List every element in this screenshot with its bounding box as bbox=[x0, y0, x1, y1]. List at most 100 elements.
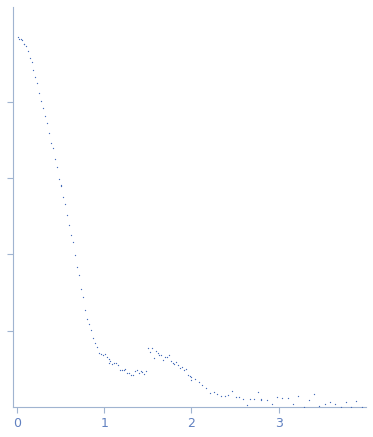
Point bbox=[295, 393, 301, 400]
Point bbox=[134, 367, 140, 374]
Point bbox=[327, 399, 333, 406]
Point bbox=[25, 48, 31, 55]
Point bbox=[306, 396, 312, 403]
Point bbox=[15, 34, 21, 41]
Point bbox=[38, 97, 44, 104]
Point bbox=[132, 368, 138, 375]
Point bbox=[236, 394, 242, 401]
Point bbox=[343, 399, 349, 406]
Point bbox=[117, 366, 123, 373]
Point bbox=[23, 42, 29, 49]
Point bbox=[60, 194, 66, 201]
Point bbox=[158, 351, 164, 358]
Point bbox=[164, 353, 170, 360]
Point bbox=[156, 351, 162, 358]
Point bbox=[196, 378, 202, 385]
Point bbox=[170, 360, 176, 367]
Point bbox=[57, 182, 63, 189]
Point bbox=[222, 392, 228, 399]
Point bbox=[16, 35, 22, 42]
Point bbox=[122, 366, 128, 373]
Point bbox=[98, 350, 104, 357]
Point bbox=[162, 354, 168, 361]
Point bbox=[62, 201, 68, 208]
Point bbox=[322, 401, 328, 408]
Point bbox=[188, 374, 194, 381]
Point bbox=[126, 369, 132, 376]
Point bbox=[185, 371, 191, 378]
Point bbox=[247, 396, 253, 403]
Point bbox=[149, 345, 155, 352]
Point bbox=[124, 369, 130, 376]
Point bbox=[145, 344, 151, 351]
Point bbox=[26, 54, 32, 61]
Point bbox=[332, 401, 338, 408]
Point bbox=[18, 35, 24, 42]
Point bbox=[285, 395, 291, 402]
Point bbox=[192, 375, 198, 382]
Point bbox=[151, 355, 157, 362]
Point bbox=[119, 366, 125, 373]
Point bbox=[200, 382, 206, 388]
Point bbox=[244, 401, 250, 408]
Point bbox=[175, 361, 181, 368]
Point bbox=[57, 183, 63, 190]
Point bbox=[107, 358, 113, 365]
Point bbox=[186, 372, 192, 379]
Point bbox=[218, 393, 224, 400]
Point bbox=[136, 370, 142, 377]
Point bbox=[311, 390, 317, 397]
Point bbox=[91, 340, 97, 347]
Point bbox=[274, 393, 280, 400]
Point bbox=[50, 144, 56, 151]
Point bbox=[85, 321, 91, 328]
Point bbox=[141, 370, 147, 377]
Point bbox=[106, 355, 112, 362]
Point bbox=[19, 36, 25, 43]
Point bbox=[73, 264, 79, 271]
Point bbox=[48, 139, 54, 146]
Point bbox=[54, 164, 60, 171]
Point bbox=[168, 357, 174, 364]
Point bbox=[279, 395, 285, 402]
Point bbox=[251, 396, 257, 403]
Point bbox=[88, 327, 94, 334]
Point bbox=[240, 395, 246, 402]
Point bbox=[130, 372, 136, 379]
Point bbox=[128, 371, 134, 378]
Point bbox=[338, 403, 344, 410]
Point bbox=[46, 130, 52, 137]
Point bbox=[76, 271, 82, 278]
Point bbox=[36, 90, 42, 97]
Point bbox=[66, 221, 72, 228]
Point bbox=[68, 232, 73, 239]
Point bbox=[160, 357, 166, 364]
Point bbox=[290, 401, 296, 408]
Point bbox=[210, 389, 216, 396]
Point bbox=[359, 403, 365, 410]
Point bbox=[104, 354, 110, 361]
Point bbox=[72, 251, 78, 258]
Point bbox=[52, 156, 58, 163]
Point bbox=[143, 368, 149, 375]
Point bbox=[138, 367, 144, 374]
Point bbox=[109, 360, 115, 367]
Point bbox=[42, 113, 48, 120]
Point bbox=[69, 238, 75, 245]
Point bbox=[233, 393, 239, 400]
Point bbox=[264, 397, 270, 404]
Point bbox=[203, 385, 209, 392]
Point bbox=[173, 358, 179, 365]
Point bbox=[82, 307, 88, 314]
Point bbox=[101, 350, 107, 357]
Point bbox=[111, 359, 117, 366]
Point bbox=[316, 402, 322, 409]
Point bbox=[140, 368, 145, 375]
Point bbox=[44, 120, 50, 127]
Point bbox=[183, 366, 189, 373]
Point bbox=[177, 365, 183, 372]
Point bbox=[225, 392, 231, 399]
Point bbox=[188, 377, 194, 384]
Point bbox=[90, 334, 95, 341]
Point bbox=[255, 388, 261, 395]
